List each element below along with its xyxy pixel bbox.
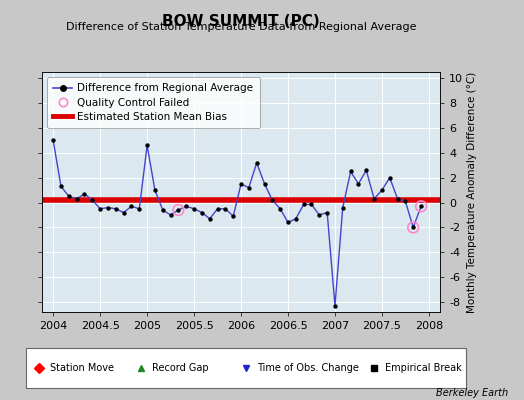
Point: [268, 197, 277, 203]
Point: [221, 206, 230, 212]
Point: [253, 160, 261, 166]
Point: [300, 201, 308, 208]
Point: [394, 196, 402, 202]
Point: [401, 198, 410, 204]
Point: [88, 197, 96, 203]
Point: [119, 209, 128, 216]
FancyBboxPatch shape: [26, 348, 466, 388]
Point: [409, 224, 418, 231]
Point: [72, 196, 81, 202]
Point: [182, 203, 191, 210]
Point: [362, 167, 370, 174]
Legend: Difference from Regional Average, Quality Control Failed, Estimated Station Mean: Difference from Regional Average, Qualit…: [47, 77, 259, 128]
Point: [190, 206, 198, 212]
Y-axis label: Monthly Temperature Anomaly Difference (°C): Monthly Temperature Anomaly Difference (…: [467, 71, 477, 313]
Text: Station Move: Station Move: [50, 363, 114, 373]
Point: [370, 196, 378, 202]
Point: [315, 212, 323, 218]
Text: Difference of Station Temperature Data from Regional Average: Difference of Station Temperature Data f…: [66, 22, 416, 32]
Point: [378, 187, 386, 193]
Point: [127, 203, 136, 210]
Point: [198, 209, 206, 216]
Point: [229, 213, 237, 220]
Point: [417, 203, 425, 210]
Point: [323, 209, 331, 216]
Point: [151, 187, 159, 193]
Point: [135, 206, 144, 212]
Point: [205, 216, 214, 222]
Point: [96, 206, 104, 212]
Point: [237, 181, 245, 187]
Point: [49, 137, 58, 144]
Point: [354, 181, 363, 187]
Text: Record Gap: Record Gap: [151, 363, 208, 373]
Point: [307, 201, 315, 208]
Point: [386, 174, 394, 181]
Point: [331, 302, 339, 309]
Point: [292, 216, 300, 222]
Point: [339, 204, 347, 211]
Point: [174, 207, 182, 213]
Point: [284, 219, 292, 226]
Point: [57, 183, 65, 190]
Point: [276, 206, 285, 212]
Point: [260, 181, 269, 187]
Point: [245, 184, 253, 191]
Text: Berkeley Earth: Berkeley Earth: [436, 388, 508, 398]
Point: [174, 207, 182, 213]
Point: [167, 212, 175, 218]
Point: [417, 203, 425, 210]
Point: [112, 206, 120, 212]
Point: [213, 206, 222, 212]
Point: [409, 224, 418, 231]
Text: Time of Obs. Change: Time of Obs. Change: [257, 363, 359, 373]
Text: Empirical Break: Empirical Break: [385, 363, 462, 373]
Point: [346, 168, 355, 175]
Point: [104, 204, 112, 211]
Point: [159, 207, 167, 213]
Point: [64, 193, 73, 200]
Point: [80, 191, 89, 197]
Point: [143, 142, 151, 148]
Text: BOW SUMMIT (PC): BOW SUMMIT (PC): [162, 14, 320, 29]
